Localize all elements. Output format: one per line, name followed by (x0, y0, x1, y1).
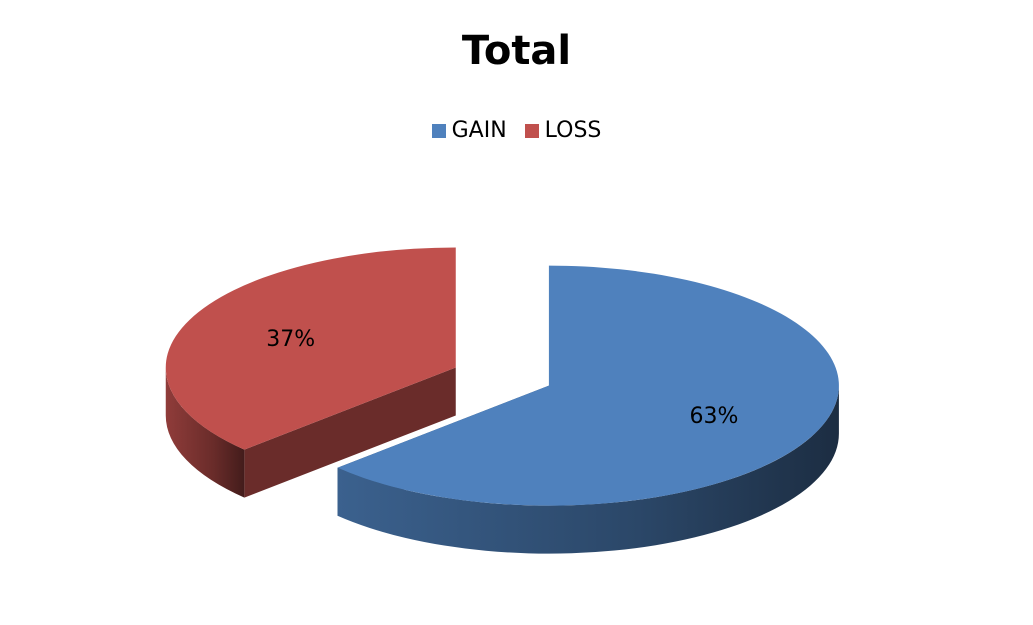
pie-slice-gain-wall (337, 385, 839, 554)
legend-item-loss: LOSS (524, 118, 602, 143)
pie-slice-loss (165, 247, 456, 450)
legend-swatch-gain (431, 123, 446, 138)
chart-title: Total (461, 28, 572, 74)
data-label-gain: 63% (689, 404, 738, 429)
legend-label-gain: GAIN (451, 118, 507, 143)
pie-slice-loss-edge-0 (244, 367, 456, 498)
pie-slice-gain (337, 265, 839, 506)
legend-label-loss: LOSS (544, 118, 602, 143)
pie-slice-loss-wall (165, 367, 245, 498)
legend: GAIN LOSS (0, 118, 1033, 143)
data-label-loss: 37% (266, 327, 315, 352)
legend-item-gain: GAIN (431, 118, 507, 143)
legend-swatch-loss (524, 123, 539, 138)
